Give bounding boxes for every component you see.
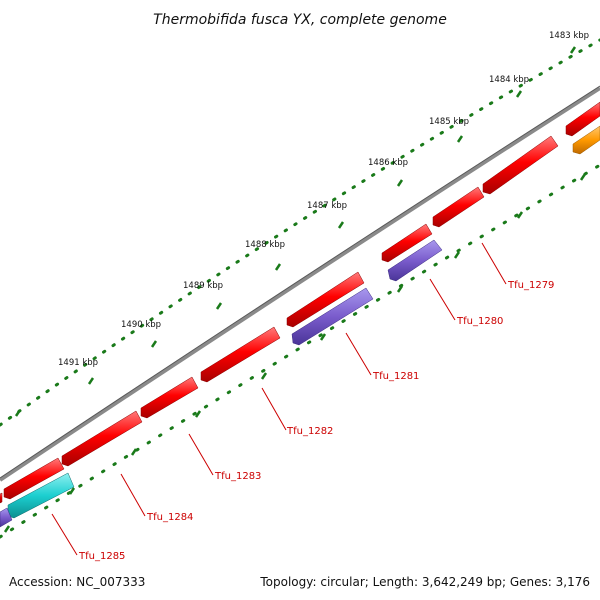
- genome-backbone: [0, 85, 600, 482]
- gene-arrow[interactable]: [381, 223, 433, 263]
- gene-label-tfu-1281[interactable]: Tfu_1281: [372, 371, 419, 382]
- scale-label: 1487 kbp: [307, 201, 347, 211]
- accession-label: Accession: NC_007333: [9, 575, 145, 589]
- gene-arrow[interactable]: [0, 507, 13, 528]
- gene-arrow[interactable]: [0, 492, 3, 504]
- forward-genes: [0, 101, 600, 504]
- gene-arrow[interactable]: [61, 410, 143, 467]
- gene-arrow[interactable]: [286, 271, 365, 328]
- scale-label: 1488 kbp: [245, 240, 285, 250]
- scale-label: 1490 kbp: [121, 320, 161, 330]
- scale-ruler-inner: [0, 163, 600, 539]
- inner-major-ticks: [3, 173, 587, 533]
- gene-arrow[interactable]: [291, 287, 374, 346]
- gene-label-tfu-1279[interactable]: Tfu_1279: [507, 280, 554, 291]
- gene-arrow[interactable]: [3, 457, 65, 500]
- scale-label: 1489 kbp: [183, 281, 223, 291]
- reverse-genes: [0, 125, 600, 528]
- gene-arrow[interactable]: [482, 135, 559, 195]
- gene-arrow[interactable]: [200, 326, 281, 383]
- gene-arrow[interactable]: [140, 376, 199, 419]
- scale-label: 1483 kbp: [549, 31, 589, 41]
- gene-label-tfu-1280[interactable]: Tfu_1280: [456, 316, 503, 327]
- gene-label-tfu-1283[interactable]: Tfu_1283: [214, 471, 261, 482]
- scale-label: 1486 kbp: [368, 158, 408, 168]
- gene-label-tfu-1282[interactable]: Tfu_1282: [286, 426, 333, 437]
- gene-label-connectors: [51, 242, 507, 556]
- scale-major-ticks: [14, 46, 577, 417]
- gene-arrow[interactable]: [387, 239, 443, 282]
- map-title: Thermobifida fusca YX, complete genome: [153, 12, 447, 28]
- scale-label: 1491 kbp: [58, 358, 98, 368]
- gene-arrow[interactable]: [432, 186, 485, 228]
- scale-ruler-outer: [0, 38, 600, 427]
- scale-label: 1485 kbp: [429, 117, 469, 127]
- gene-label-tfu-1285[interactable]: Tfu_1285: [78, 551, 125, 562]
- scale-labels: 1483 kbp 1484 kbp 1485 kbp 1486 kbp 1487…: [58, 31, 589, 368]
- gene-arrow[interactable]: [572, 125, 600, 155]
- gene-label-tfu-1284[interactable]: Tfu_1284: [146, 512, 193, 523]
- gene-labels: Tfu_1279 Tfu_1280 Tfu_1281 Tfu_1282 Tfu_…: [78, 280, 554, 562]
- genome-summary: Topology: circular; Length: 3,642,249 bp…: [259, 575, 590, 589]
- scale-label: 1484 kbp: [489, 75, 529, 85]
- gene-arrow[interactable]: [565, 101, 600, 137]
